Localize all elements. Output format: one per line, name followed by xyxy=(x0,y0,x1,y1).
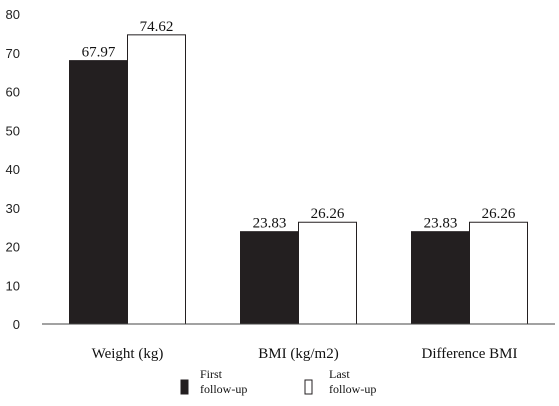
bar-value-label: 67.97 xyxy=(82,45,116,61)
bar-value-label: 74.62 xyxy=(140,19,174,35)
y-tick-label: 40 xyxy=(6,162,20,177)
y-tick-label: 10 xyxy=(6,278,20,293)
legend-label: follow-up xyxy=(200,382,247,396)
y-tick-label: 50 xyxy=(6,123,20,138)
bar-value-label: 23.83 xyxy=(424,216,458,232)
bars: 67.97 74.62 23.83 26.26 23.83 26.26 xyxy=(69,19,528,325)
y-tick-label: 80 xyxy=(6,7,20,22)
bar-first-followup xyxy=(411,231,470,325)
x-axis: Weight (kg) BMI (kg/m2) Difference BMI xyxy=(42,323,555,362)
bar-value-label: 26.26 xyxy=(482,206,516,222)
legend-label: Last xyxy=(329,367,350,381)
y-axis: 0 10 20 30 40 50 60 70 80 xyxy=(6,7,20,332)
bar-first-followup xyxy=(69,60,128,325)
y-tick-label: 30 xyxy=(6,201,20,216)
bar-last-followup xyxy=(298,221,357,325)
y-tick-label: 20 xyxy=(6,240,20,255)
bar-value-label: 26.26 xyxy=(311,206,345,222)
x-category-label: BMI (kg/m2) xyxy=(258,346,338,362)
y-tick-label: 60 xyxy=(6,85,20,100)
legend-swatch xyxy=(304,379,313,395)
bar-first-followup xyxy=(240,231,299,325)
y-tick-label: 0 xyxy=(13,317,20,332)
legend-label: follow-up xyxy=(329,382,376,396)
bar-last-followup xyxy=(469,221,528,325)
bar-last-followup xyxy=(127,34,186,325)
bar-value-label: 23.83 xyxy=(253,216,287,232)
legend-swatch xyxy=(180,379,189,395)
y-tick-label: 70 xyxy=(6,46,20,61)
legend-label: First xyxy=(200,367,223,381)
x-category-label: Difference BMI xyxy=(422,346,518,362)
x-category-label: Weight (kg) xyxy=(92,346,164,362)
